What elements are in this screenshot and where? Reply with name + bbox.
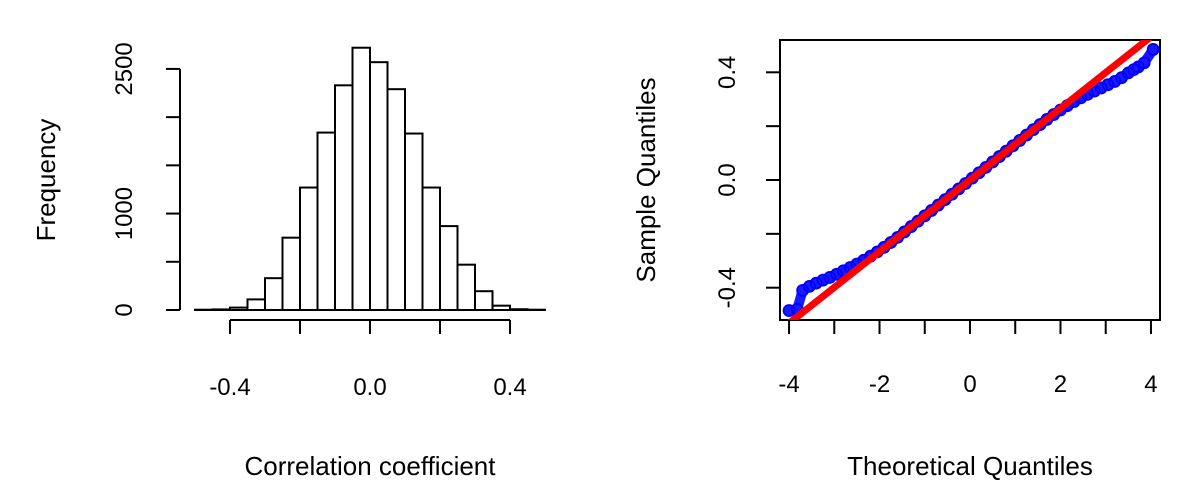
qq-x-tick-label: 4 xyxy=(1144,371,1157,398)
histogram-bar xyxy=(369,61,389,311)
histogram-bar xyxy=(246,298,266,311)
histogram-y-tick-label: 2500 xyxy=(111,42,138,95)
qq-y-tick-label: -0.4 xyxy=(714,267,741,308)
histogram-y-tick-label: 1000 xyxy=(111,187,138,240)
histogram-bars xyxy=(194,46,546,312)
qq-x-axis: -4 -2 0 2 4 xyxy=(778,320,1158,398)
qq-x-tick-label: -2 xyxy=(869,371,890,398)
histogram-y-tick-label: 0 xyxy=(111,303,138,316)
histogram-y-axis: 0 1000 2500 xyxy=(111,42,181,317)
qq-y-tick-label: 0.4 xyxy=(714,56,741,89)
histogram-bar xyxy=(229,306,249,312)
qq-y-axis: -0.4 0.0 0.4 xyxy=(714,56,780,308)
qq-x-axis-title: Theoretical Quantiles xyxy=(847,451,1093,481)
histogram-bar xyxy=(474,290,494,312)
histogram-bar xyxy=(264,277,284,311)
histogram-bar xyxy=(334,84,354,311)
histogram-bar xyxy=(456,263,476,311)
histogram-x-tick-label: 0.4 xyxy=(493,374,526,401)
histogram-x-tick-label: 0.0 xyxy=(353,374,386,401)
histogram-bar xyxy=(351,46,371,311)
qq-x-tick-label: 0 xyxy=(963,371,976,398)
qq-x-tick-label: -4 xyxy=(778,371,799,398)
qq-y-axis-title: Sample Quantiles xyxy=(631,77,661,282)
histogram-bar xyxy=(439,225,459,312)
histogram-bar xyxy=(299,186,319,312)
qq-reference-line xyxy=(787,40,1153,320)
histogram-bar xyxy=(491,304,511,311)
qq-y-tick-label: 0.0 xyxy=(714,163,741,196)
histogram-bar xyxy=(404,132,424,311)
histogram-y-axis-title: Frequency xyxy=(31,119,61,242)
histogram-panel: -0.4 0.0 0.4 0 1000 2500 Correlation coeffic… xyxy=(31,42,546,481)
histogram-x-axis-title: Correlation coefficient xyxy=(245,451,497,481)
qq-plot-panel: -4 -2 0 2 4 -0.4 0.0 0.4 Theoretical Quantiles… xyxy=(631,39,1161,481)
qq-x-tick-label: 2 xyxy=(1054,371,1067,398)
histogram-bar xyxy=(386,88,406,311)
histogram-x-tick-label: -0.4 xyxy=(209,374,250,401)
histogram-x-axis: -0.4 0.0 0.4 xyxy=(209,319,527,401)
histogram-bar xyxy=(509,308,529,312)
histogram-bar xyxy=(316,131,336,311)
histogram-bar xyxy=(421,186,441,312)
histogram-bar xyxy=(281,236,301,311)
histogram-bar xyxy=(211,308,231,311)
